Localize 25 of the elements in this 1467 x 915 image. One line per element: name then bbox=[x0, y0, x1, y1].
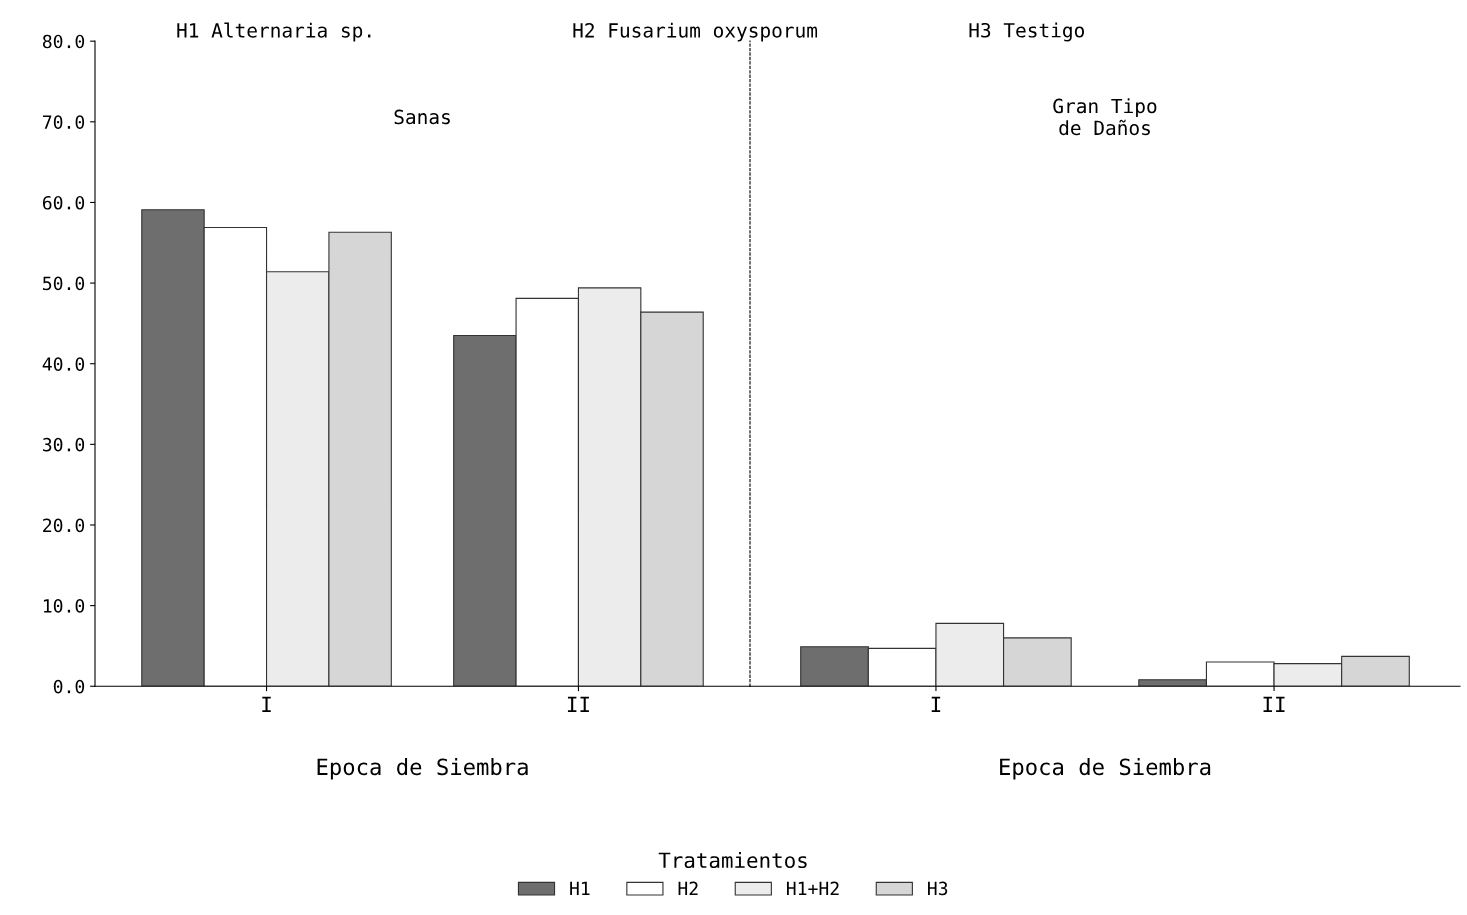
y-tick-label: 30.0 bbox=[43, 437, 85, 452]
y-tick-label: 20.0 bbox=[43, 518, 85, 533]
y-tick-label: 70.0 bbox=[43, 115, 85, 129]
text: Sanas bbox=[394, 109, 450, 125]
x-axis-title: Epoca de Siembra bbox=[317, 758, 528, 780]
legend-title: Tratamientos bbox=[658, 851, 807, 869]
annotation: H3 Testigo bbox=[969, 22, 1084, 42]
x-tick-label: II bbox=[567, 696, 589, 712]
y-tick-label: 0.0 bbox=[53, 679, 85, 694]
y-tick-label: 60.0 bbox=[42, 195, 85, 210]
x-tick-label: I bbox=[262, 696, 271, 712]
x-axis-title: Epoca de Siembra bbox=[1000, 758, 1211, 780]
legend-label: H3 bbox=[928, 881, 948, 896]
text: Gran Tipo de Daños bbox=[1053, 98, 1157, 136]
x-tick-label: II bbox=[1263, 696, 1285, 712]
legend-label: H1+H2 bbox=[787, 881, 839, 895]
legend-label: H1 bbox=[570, 881, 590, 895]
y-tick-label: 40.0 bbox=[42, 357, 85, 371]
y-tick-label: 80.0 bbox=[42, 34, 85, 49]
annotation: H1 Alternaria sp. bbox=[177, 22, 371, 42]
y-tick-label: 10.0 bbox=[43, 599, 85, 613]
x-tick-label: I bbox=[931, 696, 941, 712]
legend-label: H2 bbox=[678, 881, 698, 895]
annotation: H2 Fusarium oxysporum bbox=[573, 22, 818, 42]
y-tick-label: 50.0 bbox=[43, 276, 85, 291]
